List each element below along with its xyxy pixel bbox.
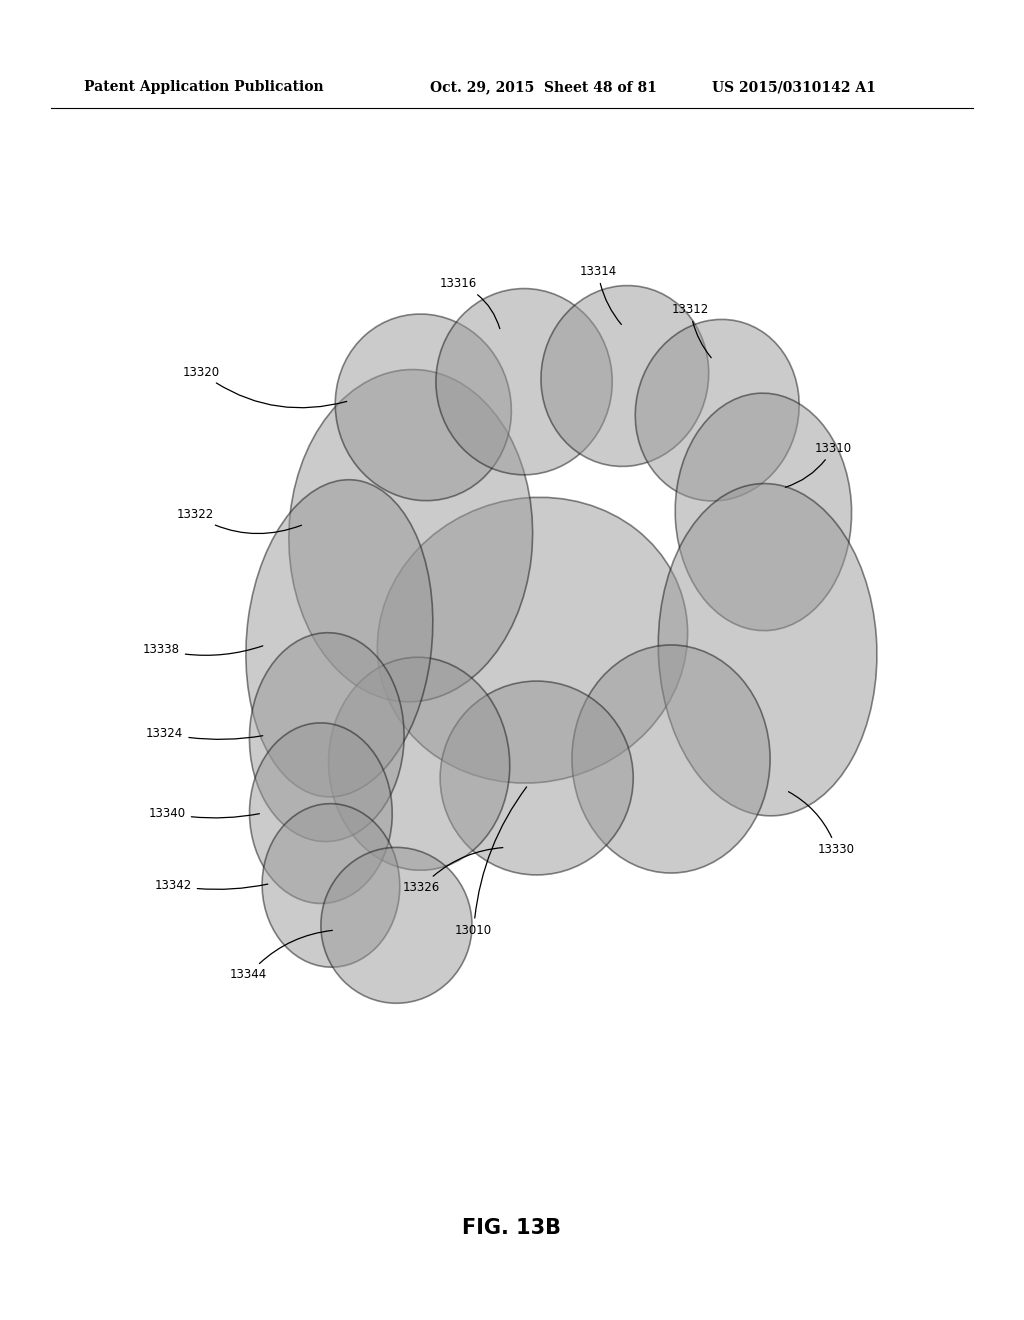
Text: 13322: 13322 [176,508,301,533]
Ellipse shape [658,483,877,816]
Ellipse shape [572,645,770,873]
Ellipse shape [635,319,799,502]
Ellipse shape [246,479,433,797]
Text: 13310: 13310 [785,442,852,487]
Ellipse shape [377,498,688,783]
Text: 13312: 13312 [672,304,712,358]
Text: Oct. 29, 2015  Sheet 48 of 81: Oct. 29, 2015 Sheet 48 of 81 [430,81,657,94]
Text: 13330: 13330 [788,792,855,855]
Ellipse shape [262,804,399,968]
Ellipse shape [250,632,404,842]
Ellipse shape [289,370,532,702]
Text: 13340: 13340 [148,807,259,820]
Text: 13338: 13338 [142,643,263,656]
Ellipse shape [250,723,392,903]
Text: US 2015/0310142 A1: US 2015/0310142 A1 [712,81,876,94]
Text: 13316: 13316 [440,277,500,329]
Text: 13320: 13320 [182,366,347,408]
Text: 13314: 13314 [580,265,622,325]
Ellipse shape [440,681,633,875]
Ellipse shape [335,314,511,500]
Ellipse shape [321,847,472,1003]
Text: 13326: 13326 [403,847,503,894]
Ellipse shape [436,289,612,475]
Ellipse shape [541,285,709,466]
Text: 13344: 13344 [230,931,333,981]
Text: 13010: 13010 [455,787,526,937]
Ellipse shape [675,393,852,631]
Text: 13342: 13342 [155,879,268,892]
Text: Patent Application Publication: Patent Application Publication [84,81,324,94]
Text: 13324: 13324 [146,727,263,739]
Ellipse shape [329,657,510,870]
Text: FIG. 13B: FIG. 13B [463,1217,561,1238]
